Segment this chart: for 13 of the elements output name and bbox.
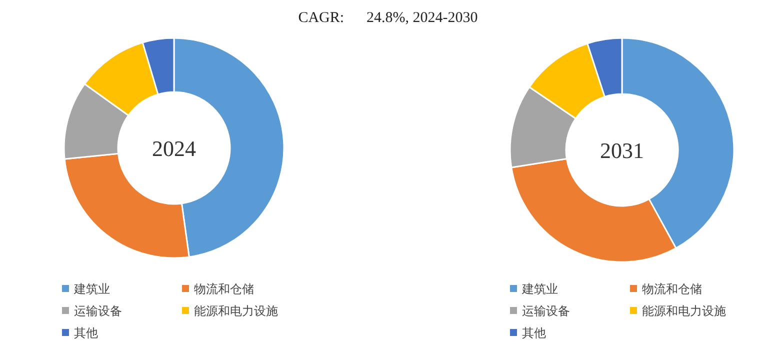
legend-label: 能源和电力设施 [194,304,278,318]
legend-label: 建筑业 [73,282,110,296]
legend-label: 运输设备 [522,304,570,318]
legend-label: 其他 [74,326,98,340]
legend-label: 能源和电力设施 [642,304,726,318]
legend-label: 运输设备 [74,304,122,318]
legend-label: 建筑业 [521,282,558,296]
legend-label: 物流和仓储 [642,282,702,296]
text: 2031 [600,138,644,163]
legend-label: 物流和仓储 [194,282,254,296]
text: CAGR: 24.8%, 2024-2030 [298,10,478,26]
legend-label: 其他 [522,326,546,340]
text: 2024 [152,136,196,161]
